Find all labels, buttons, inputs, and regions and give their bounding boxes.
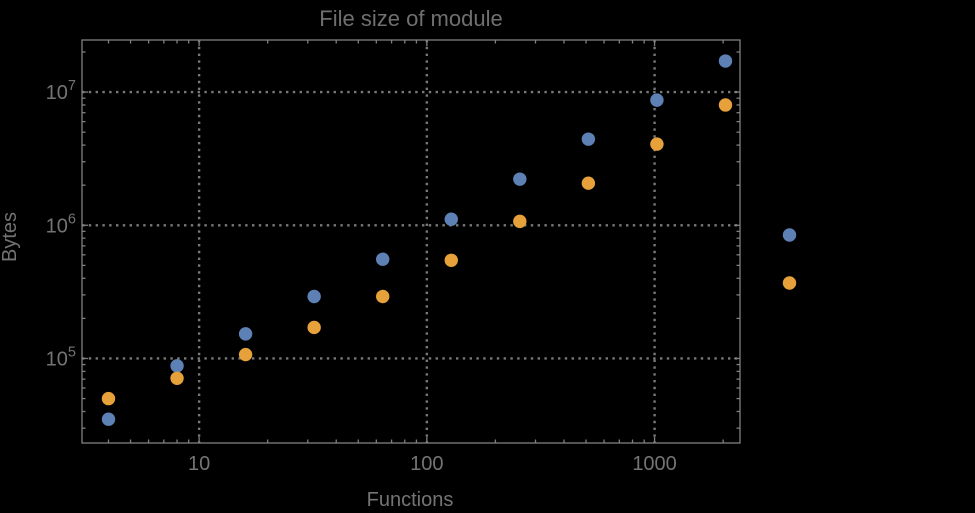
data-point-series-1 xyxy=(513,172,527,186)
data-point-series-2 xyxy=(238,347,253,362)
data-point-series-2 xyxy=(307,320,321,335)
data-point-series-2 xyxy=(170,371,184,385)
axis-ticks xyxy=(82,40,740,443)
legend-marker-series-1 xyxy=(782,228,797,242)
data-point-series-1 xyxy=(650,93,664,107)
legend-marker-series-2 xyxy=(782,276,797,290)
data-point-series-1 xyxy=(376,252,390,266)
data-point-series-2 xyxy=(101,391,116,406)
data-point-series-1 xyxy=(444,212,458,226)
data-point-series-1 xyxy=(238,327,253,341)
data-points xyxy=(101,54,733,426)
data-point-series-2 xyxy=(513,214,527,229)
y-tick-label: 106 xyxy=(46,211,76,237)
x-tick-label: 100 xyxy=(410,453,443,475)
data-point-series-1 xyxy=(718,54,733,68)
x-axis-label: Functions xyxy=(367,489,454,511)
data-point-series-2 xyxy=(444,253,458,267)
legend xyxy=(782,228,797,290)
plot-frame xyxy=(81,39,741,444)
data-point-series-1 xyxy=(101,412,116,426)
tick-labels: 10 100 1000 105 106 107 xyxy=(46,78,677,475)
data-point-series-2 xyxy=(650,137,664,151)
x-tick-label: 1000 xyxy=(632,453,677,475)
y-tick-label: 107 xyxy=(46,78,76,104)
data-point-series-2 xyxy=(376,289,390,304)
y-axis-label: Bytes xyxy=(0,212,21,262)
data-point-series-2 xyxy=(718,98,733,112)
data-point-series-1 xyxy=(307,289,321,304)
plot-title: File size of module xyxy=(319,6,502,31)
x-tick-label: 10 xyxy=(188,453,210,475)
data-point-series-2 xyxy=(581,176,596,190)
y-tick-label: 105 xyxy=(46,344,76,370)
data-point-series-1 xyxy=(581,132,596,146)
data-point-series-1 xyxy=(170,359,184,373)
gridlines xyxy=(82,40,740,443)
